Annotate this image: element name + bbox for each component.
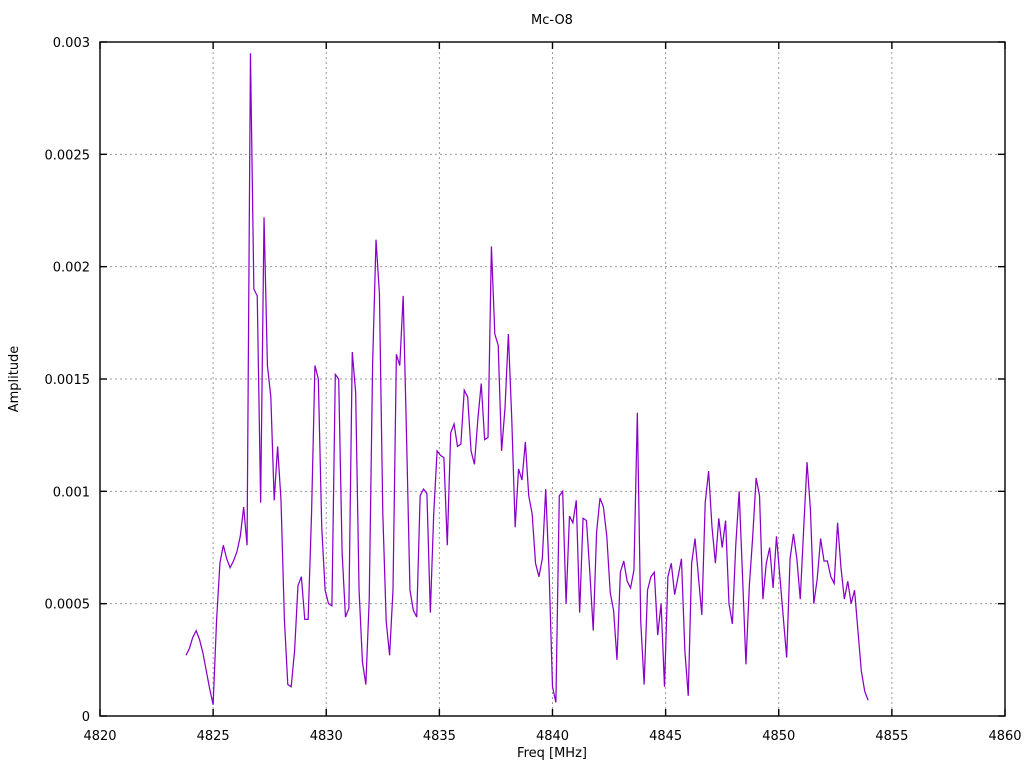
x-tick-label: 4820: [83, 729, 116, 744]
x-tick-label: 4855: [875, 729, 908, 744]
y-tick-label: 0.0015: [45, 373, 91, 388]
y-tick-label: 0.002: [53, 261, 90, 276]
y-axis-tick-labels: 0 0.0005 0.001 0.0015 0.002 0.0025 0.003: [45, 36, 91, 725]
x-tick-label: 4840: [536, 729, 569, 744]
plot-frame: [99, 41, 1006, 717]
x-tick-label: 4845: [649, 729, 682, 744]
y-tick-label: 0.003: [53, 36, 90, 51]
y-tick-label: 0: [82, 710, 90, 725]
y-tick-label: 0.0025: [45, 148, 91, 163]
x-tick-label: 4830: [310, 729, 343, 744]
y-tick-label: 0.001: [53, 485, 90, 500]
x-tick-label: 4860: [988, 729, 1021, 744]
page-title: Mc-O8: [531, 13, 573, 28]
x-tick-label: 4835: [423, 729, 456, 744]
data-series-layer: [185, 53, 869, 705]
x-tick-label: 4825: [197, 729, 230, 744]
y-axis-title: Amplitude: [7, 346, 22, 413]
x-axis-title: Freq [MHz]: [517, 746, 587, 761]
y-tick-label: 0.0005: [45, 598, 91, 613]
data-series-line: [185, 53, 869, 705]
x-axis-tick-labels: 4820 4825 4830 4835 4840 4845 4850 4855 4860: [83, 729, 1021, 744]
grid-layer: [100, 42, 1005, 716]
x-tick-label: 4850: [762, 729, 795, 744]
